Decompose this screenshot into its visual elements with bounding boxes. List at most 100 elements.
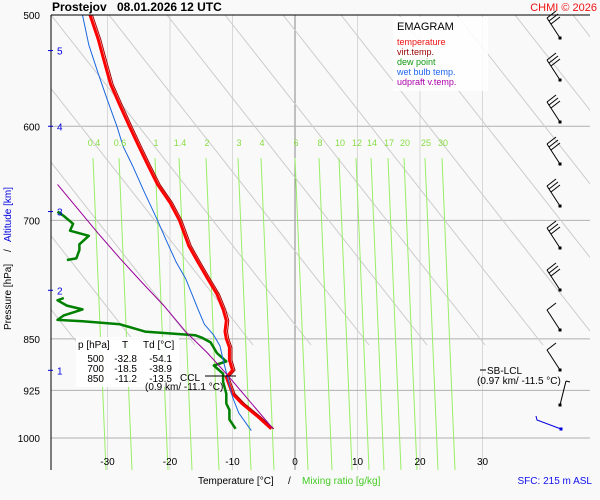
wind-barb <box>546 10 562 40</box>
legend-entry-temperature: temperature <box>397 37 446 47</box>
mixing-ratio-line <box>237 157 252 470</box>
table-header-t: T <box>122 340 128 351</box>
wind-barb-station <box>558 78 562 82</box>
series-dew-point <box>56 296 237 430</box>
mixing-ratio-line <box>118 157 133 470</box>
legend-title: EMAGRAM <box>397 21 454 33</box>
wind-barb-staff <box>546 143 561 165</box>
wind-barb <box>546 94 562 124</box>
sblcl-value: (0.97 km/ -11.5 °C) <box>477 376 561 387</box>
mixing-ratio-line <box>441 157 456 470</box>
wind-barb-feather <box>548 13 559 22</box>
wind-barb-feather <box>546 52 557 61</box>
wind-barb <box>546 262 562 292</box>
dry-adiabats <box>51 15 590 346</box>
wind-barb-feather <box>548 181 559 190</box>
wind-barb-staff <box>546 349 561 371</box>
mixing-ratio-label: 0.6 <box>114 138 127 148</box>
series-udpraft-v-temp <box>57 184 274 430</box>
wind-barb-feather <box>546 302 557 311</box>
y-tick-label: 600 <box>23 122 40 133</box>
x-tick-label: 30 <box>477 457 489 468</box>
wind-barb <box>546 136 562 166</box>
mixing-ratio-label: 14 <box>367 138 377 148</box>
wind-barb-station <box>558 368 562 372</box>
dry-adiabat-line <box>51 15 312 346</box>
mixing-ratio-line <box>178 157 193 470</box>
mixing-ratio-label: 30 <box>438 138 448 148</box>
y-tick-label: 925 <box>23 386 40 397</box>
mixing-ratio-line <box>92 157 107 470</box>
series-wet-bulb-temp <box>82 14 252 431</box>
y-axis-label-altitude: Altitude [km] <box>3 187 14 242</box>
x-axis-label-mixing: Mixing ratio [g/kg] <box>302 476 381 487</box>
dry-adiabat-line <box>51 87 254 346</box>
mixing-ratio-label: 25 <box>421 138 431 148</box>
x-axis-title: Temperature [°C] / Mixing ratio [g/kg] <box>198 476 381 487</box>
mixing-ratio-line <box>205 157 220 470</box>
y-axis-separator: / <box>3 249 14 252</box>
legend-entry-virt-temp: virt.temp. <box>397 47 434 57</box>
wind-barb <box>546 52 562 82</box>
wind-barb-staff <box>546 269 561 291</box>
surface-wind-barb <box>535 415 562 430</box>
mixing-ratio-label: 3 <box>236 138 241 148</box>
legend-entry-wet-bulb: wet bulb temp. <box>396 67 456 77</box>
mixing-ratio-label: 12 <box>352 138 362 148</box>
wind-barb-station <box>558 204 562 208</box>
wind-barb-station <box>558 288 562 292</box>
wind-barb-station <box>558 36 562 40</box>
mixing-ratio-line <box>338 157 353 470</box>
mixing-ratio-line <box>260 157 275 470</box>
dry-adiabat-line <box>514 15 590 112</box>
x-tick-label: 0 <box>292 457 298 468</box>
table-header-p: p [hPa] <box>78 340 110 351</box>
y-tick-label: 700 <box>23 216 40 227</box>
wind-barb-feather <box>550 16 561 25</box>
x-axis-separator: / <box>288 476 291 487</box>
series-dew-point-upper <box>56 210 91 262</box>
dry-adiabat-line <box>456 15 590 185</box>
wind-barb-staff <box>546 309 561 331</box>
copyright: CHMI © 2026 <box>530 2 597 14</box>
mixing-ratio-label: 1.4 <box>174 138 187 148</box>
wind-barb-feather <box>546 342 557 351</box>
mixing-ratio-lines <box>92 157 456 470</box>
mixing-ratio-line <box>154 157 169 470</box>
wind-barb-feather <box>548 55 559 64</box>
sblcl-annotation: SB-LCL (0.97 km/ -11.5 °C) <box>477 366 561 387</box>
wind-barb-station <box>558 328 562 332</box>
mixing-ratio-label: 4 <box>259 138 264 148</box>
wind-barb-feather <box>550 226 561 235</box>
wind-barbs <box>535 10 571 431</box>
mixing-ratio-line <box>424 157 439 470</box>
mixing-ratio-label: 10 <box>335 138 345 148</box>
wind-barb-staff <box>546 185 561 207</box>
table-cell: 850 <box>87 374 104 385</box>
wind-barb-station <box>558 120 562 124</box>
mixing-ratio-line <box>294 157 309 470</box>
wind-barb-feather <box>546 136 557 145</box>
table-rows: 500 -32.8 -54.1 700 -18.5 -38.9 850 -11.2 -13.5 <box>87 354 172 385</box>
tick-labels: 0.4 0.6 1 1.4 2 3 4 6 8 10 12 14 17 20 25 30-30 -20 -10 0 1… <box>18 11 489 468</box>
mixing-ratio-label: 20 <box>400 138 410 148</box>
y-tick-label: 1000 <box>18 434 41 445</box>
wind-barb-staff <box>559 380 567 406</box>
axes <box>50 14 590 470</box>
table-cell: -13.5 <box>149 374 172 385</box>
wind-barb <box>546 220 562 250</box>
y-axis-title: Pressure [hPa] / Altitude [km] <box>3 187 14 330</box>
mixing-ratio-line <box>403 157 418 470</box>
legend-box <box>393 17 488 91</box>
mixing-ratio-line <box>370 157 385 470</box>
mixing-ratio-line <box>387 157 402 470</box>
x-tick-label: -20 <box>163 457 178 468</box>
wind-barb-station <box>558 162 562 166</box>
altitude-tick-label: 2 <box>57 286 63 297</box>
wind-barb-feather <box>548 265 559 274</box>
y-axis-label-pressure: Pressure [hPa] <box>3 264 14 330</box>
wind-barb-feather <box>550 268 561 277</box>
mixing-ratio-line <box>355 157 370 470</box>
table-header-td: Td [°C] <box>143 340 174 351</box>
